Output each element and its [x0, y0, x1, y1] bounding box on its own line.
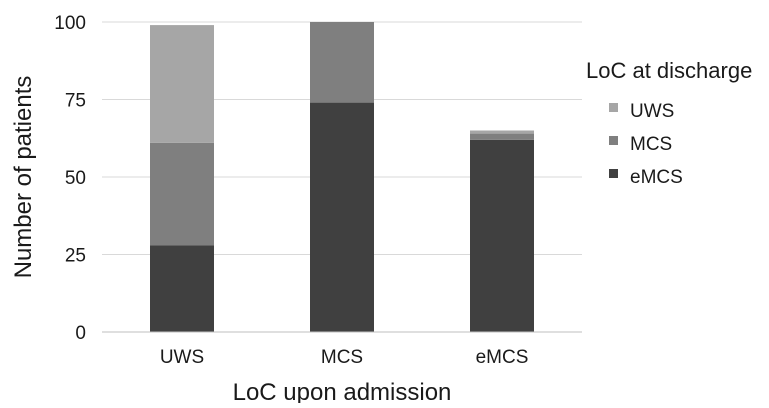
legend-label-uws: UWS [630, 101, 674, 122]
y-tick-label: 75 [65, 91, 86, 112]
y-axis-label: Number of patients [10, 76, 37, 279]
legend-swatch-uws [609, 103, 618, 112]
bar-emcs-uws [150, 245, 214, 332]
x-tick-label: eMCS [476, 347, 529, 368]
legend-label-mcs: MCS [630, 134, 672, 155]
bar-uws-uws [150, 25, 214, 143]
bar-mcs-mcs [310, 22, 374, 103]
legend-title: LoC at discharge [586, 58, 752, 83]
legend-items: UWS MCS eMCS [609, 101, 683, 188]
legend-label-emcs: eMCS [630, 167, 683, 188]
bar-emcs-emcs [470, 139, 534, 332]
bars [150, 22, 534, 332]
bar-mcs-uws [150, 142, 214, 246]
legend-swatch-emcs [609, 169, 618, 178]
legend: LoC at discharge UWS MCS eMCS [586, 58, 752, 188]
x-tick-labels: UWS MCS eMCS [160, 347, 529, 368]
x-axis-label: LoC upon admission [233, 379, 452, 403]
y-tick-labels: 0 25 50 75 100 [54, 13, 86, 344]
y-tick-label: 25 [65, 246, 86, 267]
x-tick-label: UWS [160, 347, 204, 368]
bar-emcs-mcs [310, 102, 374, 332]
x-tick-label: MCS [321, 347, 363, 368]
y-tick-label: 50 [65, 168, 86, 189]
bar-mcs-emcs [470, 133, 534, 140]
y-tick-label: 0 [75, 323, 86, 344]
bar-uws-emcs [470, 130, 534, 134]
y-tick-label: 100 [54, 13, 86, 34]
legend-swatch-mcs [609, 136, 618, 145]
